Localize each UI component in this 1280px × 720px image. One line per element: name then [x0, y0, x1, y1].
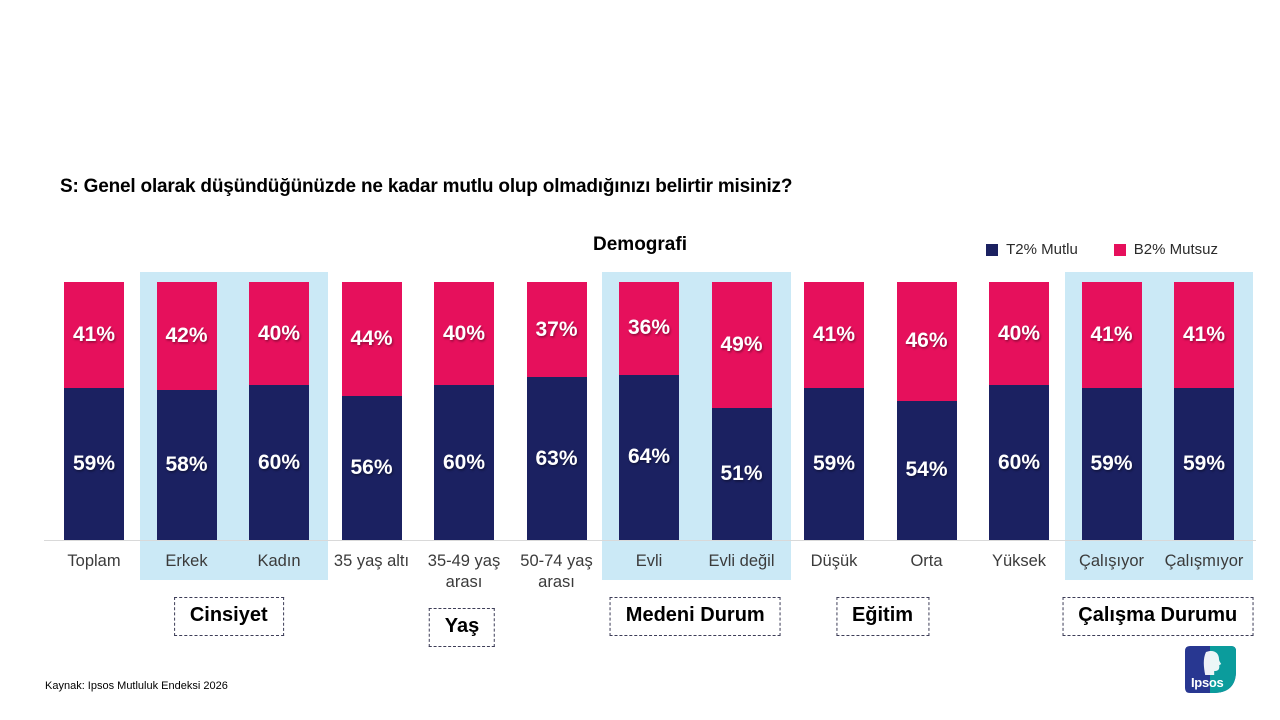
bar-segment-mutsuz: 37%: [526, 282, 587, 378]
bar-segment-mutsuz: 44%: [341, 282, 402, 396]
bar-value-label: 41%: [812, 322, 856, 346]
bar-value-label: 58%: [165, 453, 208, 477]
bar-value-label: 36%: [627, 316, 671, 340]
bar-segment-mutlu: 56%: [341, 395, 402, 540]
group-label-box: Yaş: [428, 608, 496, 647]
stacked-bar: 41% 59%: [1081, 282, 1142, 540]
stacked-bar: 44% 56%: [341, 282, 402, 540]
bar-value-label: 60%: [997, 450, 1041, 474]
legend-label-mutsuz: B2% Mutsuz: [1133, 241, 1218, 258]
legend-item-mutlu: T2% Mutlu: [986, 241, 1078, 258]
bar-value-label: 41%: [1182, 322, 1226, 346]
bar-segment-mutsuz: 41%: [1174, 282, 1234, 388]
stacked-bar: 41% 59%: [804, 282, 864, 540]
stacked-bar: 49% 51%: [711, 282, 772, 540]
bar-segment-mutlu: 54%: [896, 400, 957, 540]
bar-segment-mutsuz: 41%: [64, 282, 124, 388]
category-label: Erkek: [165, 552, 208, 570]
bar-segment-mutsuz: 40%: [989, 282, 1049, 386]
category-label: Yüksek: [991, 552, 1047, 570]
bar-value-label: 46%: [905, 329, 948, 353]
bar-value-label: 40%: [997, 321, 1041, 345]
bar-value-label: 59%: [812, 451, 856, 475]
bar-segment-mutsuz: 41%: [1081, 282, 1142, 388]
source-text: Kaynak: Ipsos Mutluluk Endeksi 2026: [45, 680, 228, 692]
bar-segment-mutlu: 64%: [619, 374, 679, 540]
bar-value-label: 37%: [535, 317, 578, 341]
bar-segment-mutlu: 60%: [989, 385, 1049, 540]
bar-value-label: 49%: [720, 333, 763, 357]
ipsos-logo-profile-icon: [1203, 650, 1222, 675]
category-label: 35 yaş altı: [333, 552, 410, 570]
bar-segment-mutsuz: 42%: [156, 282, 217, 391]
bar-value-label: 41%: [72, 322, 116, 346]
bar-value-label: 42%: [165, 324, 208, 348]
bar-value-label: 41%: [1090, 322, 1133, 346]
bar-segment-mutlu: 59%: [1174, 387, 1234, 540]
group-label-box: Cinsiyet: [173, 597, 284, 636]
bar-segment-mutlu: 59%: [804, 387, 864, 540]
group-label-box: Eğitim: [835, 597, 930, 636]
category-label: Kadın: [257, 552, 301, 570]
bar-value-label: 54%: [905, 458, 948, 482]
stacked-bar: 41% 59%: [64, 282, 124, 540]
question-title: S: Genel olarak düşündüğünüzde ne kadar …: [60, 176, 793, 197]
stacked-bar: 37% 63%: [526, 282, 587, 540]
x-axis-line: [44, 540, 1256, 541]
bar-segment-mutlu: 59%: [64, 387, 124, 540]
bar-segment-mutlu: 63%: [526, 377, 587, 540]
stacked-bar: 40% 60%: [249, 282, 309, 540]
category-label: Orta: [910, 552, 943, 570]
bar-segment-mutlu: 60%: [434, 385, 494, 540]
bar-value-label: 40%: [442, 321, 486, 345]
stacked-bar: 46% 54%: [896, 282, 957, 540]
category-label: Çalışmıyor: [1164, 552, 1244, 570]
bar-value-label: 59%: [1090, 451, 1133, 475]
bar-segment-mutsuz: 40%: [249, 282, 309, 386]
legend-label-mutlu: T2% Mutlu: [1006, 241, 1078, 258]
category-label: 50-74 yaş arası: [520, 552, 593, 591]
bar-value-label: 44%: [350, 326, 393, 350]
bar-value-label: 40%: [257, 321, 301, 345]
stacked-bar: 40% 60%: [434, 282, 494, 540]
stacked-bar: 36% 64%: [619, 282, 679, 540]
bar-segment-mutlu: 51%: [711, 408, 772, 540]
bar-segment-mutlu: 59%: [1081, 387, 1142, 540]
bar-segment-mutsuz: 41%: [804, 282, 864, 388]
chart-legend: T2% Mutlu B2% Mutsuz: [986, 241, 1218, 258]
ipsos-logo-text: Ipsos: [1191, 675, 1224, 690]
ipsos-logo: Ipsos: [1185, 646, 1236, 693]
bar-segment-mutlu: 58%: [156, 390, 217, 540]
category-label: Evli değil: [708, 552, 775, 570]
bar-value-label: 51%: [720, 462, 763, 486]
bar-segment-mutsuz: 46%: [896, 282, 957, 401]
category-label: Toplam: [67, 552, 121, 570]
category-label: 35-49 yaş arası: [427, 552, 501, 591]
category-label: Evli: [635, 552, 663, 570]
bar-value-label: 60%: [257, 450, 301, 474]
bar-value-label: 56%: [350, 455, 393, 479]
legend-item-mutsuz: B2% Mutsuz: [1113, 241, 1218, 258]
bar-segment-mutsuz: 36%: [619, 282, 679, 375]
stacked-bar: 41% 59%: [1174, 282, 1234, 540]
bar-value-label: 63%: [535, 446, 578, 470]
group-label-box: Çalışma Durumu: [1062, 597, 1254, 636]
legend-swatch-mutsuz-icon: [1113, 243, 1126, 256]
category-label: Çalışıyor: [1078, 552, 1145, 570]
bar-value-label: 59%: [72, 451, 116, 475]
bar-value-label: 64%: [627, 445, 671, 469]
legend-swatch-mutlu-icon: [986, 243, 999, 256]
stacked-bar: 40% 60%: [989, 282, 1049, 540]
bar-segment-mutsuz: 49%: [711, 282, 772, 409]
bar-value-label: 60%: [442, 450, 486, 474]
bar-segment-mutlu: 60%: [249, 385, 309, 540]
category-label: Düşük: [810, 552, 858, 570]
stacked-bar: 42% 58%: [156, 282, 217, 540]
bar-value-label: 59%: [1182, 451, 1226, 475]
chart-title: Demografi: [593, 234, 687, 255]
bar-segment-mutsuz: 40%: [434, 282, 494, 386]
group-label-box: Medeni Durum: [609, 597, 781, 636]
